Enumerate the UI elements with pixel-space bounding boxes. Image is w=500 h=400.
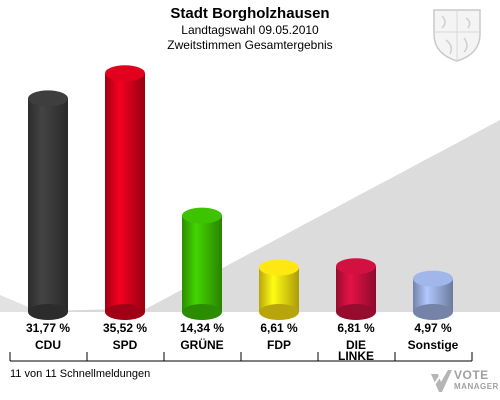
bar-top-5	[413, 270, 453, 287]
bar-top-1	[105, 65, 145, 82]
category-label-1: SPD	[113, 338, 138, 352]
value-label-0: 31,77 %	[26, 321, 70, 335]
bar-base-2	[182, 304, 222, 320]
bar-top-2	[182, 207, 222, 224]
logo-text-vote: VOTE	[454, 368, 489, 382]
bar-base-3	[259, 304, 299, 320]
subtitle-result-type: Zweitstimmen Gesamtergebnis	[167, 38, 333, 52]
category-label-4-1: LINKE	[338, 349, 374, 363]
value-label-1: 35,52 %	[103, 321, 147, 335]
category-label-3: FDP	[267, 338, 291, 352]
bar-top-0	[28, 90, 68, 107]
bar-top-3	[259, 259, 299, 276]
category-label-0: CDU	[35, 338, 61, 352]
bar-base-1	[105, 304, 145, 320]
subtitle-election: Landtagswahl 09.05.2010	[181, 23, 319, 37]
vote-manager-logo: VOTE MANAGER	[424, 364, 498, 398]
value-label-3: 6,61 %	[260, 321, 298, 335]
bar-1	[105, 73, 145, 312]
value-label-5: 4,97 %	[414, 321, 452, 335]
bar-base-4	[336, 304, 376, 320]
page-title: Stadt Borgholzhausen	[170, 5, 330, 22]
bar-base-0	[28, 304, 68, 320]
bar-base-5	[413, 304, 453, 320]
bar-2	[182, 215, 222, 312]
logo-text-manager: MANAGER	[454, 382, 499, 391]
bar-top-4	[336, 258, 376, 275]
status-text: 11 von 11 Schnellmeldungen	[10, 368, 151, 380]
category-label-4-0: DIE	[346, 338, 366, 352]
category-label-5: Sonstige	[408, 338, 459, 352]
vote-manager-logo-icon	[431, 370, 452, 392]
value-label-2: 14,34 %	[180, 321, 224, 335]
value-label-4: 6,81 %	[337, 321, 375, 335]
category-label-2: GRÜNE	[180, 337, 223, 352]
bar-0	[28, 98, 68, 312]
coat-of-arms-icon	[433, 9, 481, 62]
